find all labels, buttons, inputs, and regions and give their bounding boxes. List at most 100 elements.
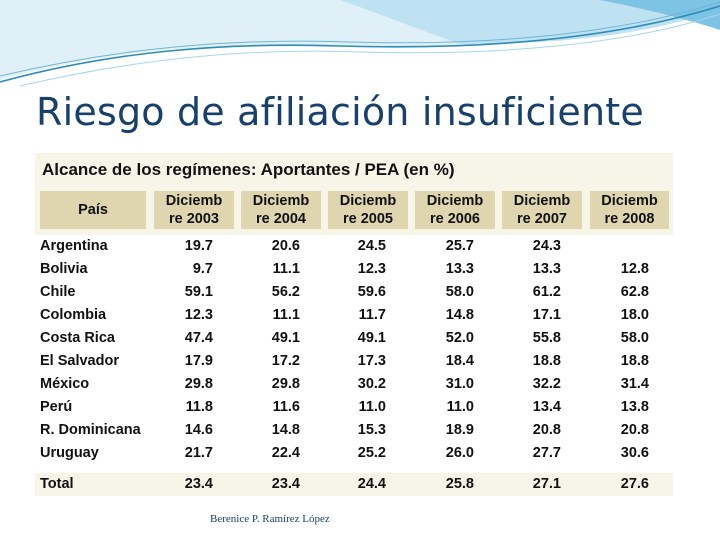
value-cell: 47.4 (184, 330, 213, 346)
country-name: Bolivia (40, 261, 88, 277)
table-body: Argentina 19.7 20.6 24.5 25.7 24.3 Boliv… (35, 235, 673, 477)
table-row: Colombia 12.3 11.1 11.7 14.8 17.1 18.0 (35, 304, 673, 327)
value-cell: 61.2 (532, 284, 561, 300)
total-value: 23.4 (271, 476, 300, 492)
country-name: México (40, 376, 90, 392)
value-cell: 20.8 (620, 422, 649, 438)
value-cell: 11.7 (358, 307, 386, 323)
value-cell: 11.1 (272, 261, 300, 277)
value-cell: 15.3 (357, 422, 386, 438)
value-cell: 22.4 (271, 445, 300, 461)
value-cell: 12.3 (357, 261, 386, 277)
value-cell: 11.1 (272, 307, 300, 323)
value-cell: 9.7 (192, 261, 213, 277)
value-cell: 32.2 (532, 376, 561, 392)
value-cell: 26.0 (445, 445, 474, 461)
table-row: Perú 11.8 11.6 11.0 11.0 13.4 13.8 (35, 396, 673, 419)
value-cell: 13.3 (532, 261, 561, 277)
decorative-header-wave (0, 0, 720, 87)
value-cell: 14.6 (184, 422, 213, 438)
value-cell: 18.8 (620, 353, 649, 369)
country-name: Colombia (40, 307, 107, 323)
country-name: Argentina (40, 238, 108, 254)
country-name: Chile (40, 284, 76, 300)
value-cell: 21.7 (184, 445, 213, 461)
table-row: El Salvador 17.9 17.2 17.3 18.4 18.8 18.… (35, 350, 673, 373)
header-dec-2006: Diciemb re 2006 (415, 191, 495, 229)
value-cell: 17.1 (532, 307, 561, 323)
value-cell: 29.8 (184, 376, 213, 392)
value-cell: 19.7 (184, 238, 213, 254)
value-cell: 30.2 (357, 376, 386, 392)
table-header-row: País Diciemb re 2003 Diciemb re 2004 Dic… (35, 191, 673, 231)
value-cell: 31.4 (620, 376, 649, 392)
country-name: El Salvador (40, 353, 119, 369)
value-cell: 11.8 (185, 399, 213, 415)
value-cell: 17.2 (271, 353, 300, 369)
value-cell: 12.3 (184, 307, 213, 323)
data-table-panel: País Diciemb re 2003 Diciemb re 2004 Dic… (35, 153, 673, 496)
total-value: 27.6 (620, 476, 649, 492)
total-row: Total 23.4 23.4 24.4 25.8 27.1 27.6 (35, 473, 673, 496)
value-cell: 18.9 (445, 422, 474, 438)
value-cell: 58.0 (620, 330, 649, 346)
value-cell: 20.8 (532, 422, 561, 438)
country-name: Perú (40, 399, 73, 415)
table-row: Uruguay 21.7 22.4 25.2 26.0 27.7 30.6 (35, 442, 673, 465)
value-cell: 13.3 (445, 261, 474, 277)
total-label: Total (40, 476, 74, 492)
total-value: 24.4 (357, 476, 386, 492)
table-row: R. Dominicana 14.6 14.8 15.3 18.9 20.8 2… (35, 419, 673, 442)
value-cell: 14.8 (445, 307, 474, 323)
value-cell: 55.8 (532, 330, 561, 346)
country-name: R. Dominicana (40, 422, 141, 438)
country-name: Uruguay (40, 445, 99, 461)
table-row: Argentina 19.7 20.6 24.5 25.7 24.3 (35, 235, 673, 258)
value-cell: 24.3 (532, 238, 561, 254)
slide-title: Riesgo de afiliación insuficiente (36, 90, 644, 134)
table-row: Bolivia 9.7 11.1 12.3 13.3 13.3 12.8 (35, 258, 673, 281)
country-name: Costa Rica (40, 330, 115, 346)
value-cell: 11.0 (358, 399, 386, 415)
header-country: País (40, 191, 146, 229)
total-value: 27.1 (532, 476, 561, 492)
table-caption: Alcance de los regímenes: Aportantes / P… (42, 160, 455, 179)
value-cell: 18.8 (532, 353, 561, 369)
value-cell: 52.0 (445, 330, 474, 346)
value-cell (590, 235, 649, 258)
value-cell: 58.0 (445, 284, 474, 300)
header-dec-2007: Diciemb re 2007 (502, 191, 582, 229)
value-cell: 56.2 (271, 284, 300, 300)
value-cell: 13.4 (532, 399, 561, 415)
value-cell: 18.4 (445, 353, 474, 369)
value-cell: 49.1 (357, 330, 386, 346)
value-cell: 11.0 (446, 399, 474, 415)
slide-footer-author: Berenice P. Ramírez López (210, 513, 330, 525)
value-cell: 59.6 (357, 284, 386, 300)
value-cell: 49.1 (271, 330, 300, 346)
value-cell: 13.8 (620, 399, 649, 415)
value-cell: 12.8 (620, 261, 649, 277)
value-cell: 62.8 (620, 284, 649, 300)
header-dec-2005: Diciemb re 2005 (328, 191, 408, 229)
value-cell: 17.3 (357, 353, 386, 369)
value-cell: 27.7 (532, 445, 561, 461)
header-dec-2008: Diciemb re 2008 (590, 191, 669, 229)
total-value: 23.4 (184, 476, 213, 492)
value-cell: 30.6 (620, 445, 649, 461)
value-cell: 25.2 (357, 445, 386, 461)
header-dec-2003: Diciemb re 2003 (154, 191, 234, 229)
table-row: México 29.8 29.8 30.2 31.0 32.2 31.4 (35, 373, 673, 396)
value-cell: 31.0 (445, 376, 474, 392)
table-row: Costa Rica 47.4 49.1 49.1 52.0 55.8 58.0 (35, 327, 673, 350)
value-cell: 24.5 (357, 238, 386, 254)
table-row: Chile 59.1 56.2 59.6 58.0 61.2 62.8 (35, 281, 673, 304)
value-cell: 25.7 (445, 238, 474, 254)
value-cell: 59.1 (184, 284, 213, 300)
total-value: 25.8 (445, 476, 474, 492)
header-dec-2004: Diciemb re 2004 (241, 191, 321, 229)
value-cell: 18.0 (620, 307, 649, 323)
value-cell: 17.9 (184, 353, 213, 369)
value-cell: 14.8 (271, 422, 300, 438)
value-cell: 11.6 (272, 399, 300, 415)
